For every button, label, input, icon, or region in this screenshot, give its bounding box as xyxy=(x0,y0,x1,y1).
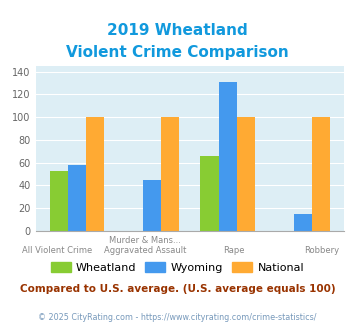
Bar xyxy=(86,117,104,231)
Bar xyxy=(294,214,312,231)
Text: Aggravated Assault: Aggravated Assault xyxy=(104,246,186,255)
Text: Compared to U.S. average. (U.S. average equals 100): Compared to U.S. average. (U.S. average … xyxy=(20,284,335,294)
Text: Rape: Rape xyxy=(223,246,244,255)
Bar xyxy=(201,156,219,231)
Text: © 2025 CityRating.com - https://www.cityrating.com/crime-statistics/: © 2025 CityRating.com - https://www.city… xyxy=(38,313,317,322)
Text: Robbery: Robbery xyxy=(304,246,339,255)
Text: All Violent Crime: All Violent Crime xyxy=(22,246,92,255)
Text: 2019 Wheatland: 2019 Wheatland xyxy=(107,23,248,38)
Bar xyxy=(161,117,179,231)
Bar xyxy=(237,117,255,231)
Bar xyxy=(50,171,68,231)
Bar xyxy=(68,165,86,231)
Bar xyxy=(312,117,330,231)
Legend: Wheatland, Wyoming, National: Wheatland, Wyoming, National xyxy=(46,258,309,278)
Bar xyxy=(219,82,237,231)
Text: Violent Crime Comparison: Violent Crime Comparison xyxy=(66,45,289,59)
Bar xyxy=(143,180,161,231)
Text: Murder & Mans...: Murder & Mans... xyxy=(109,236,181,245)
